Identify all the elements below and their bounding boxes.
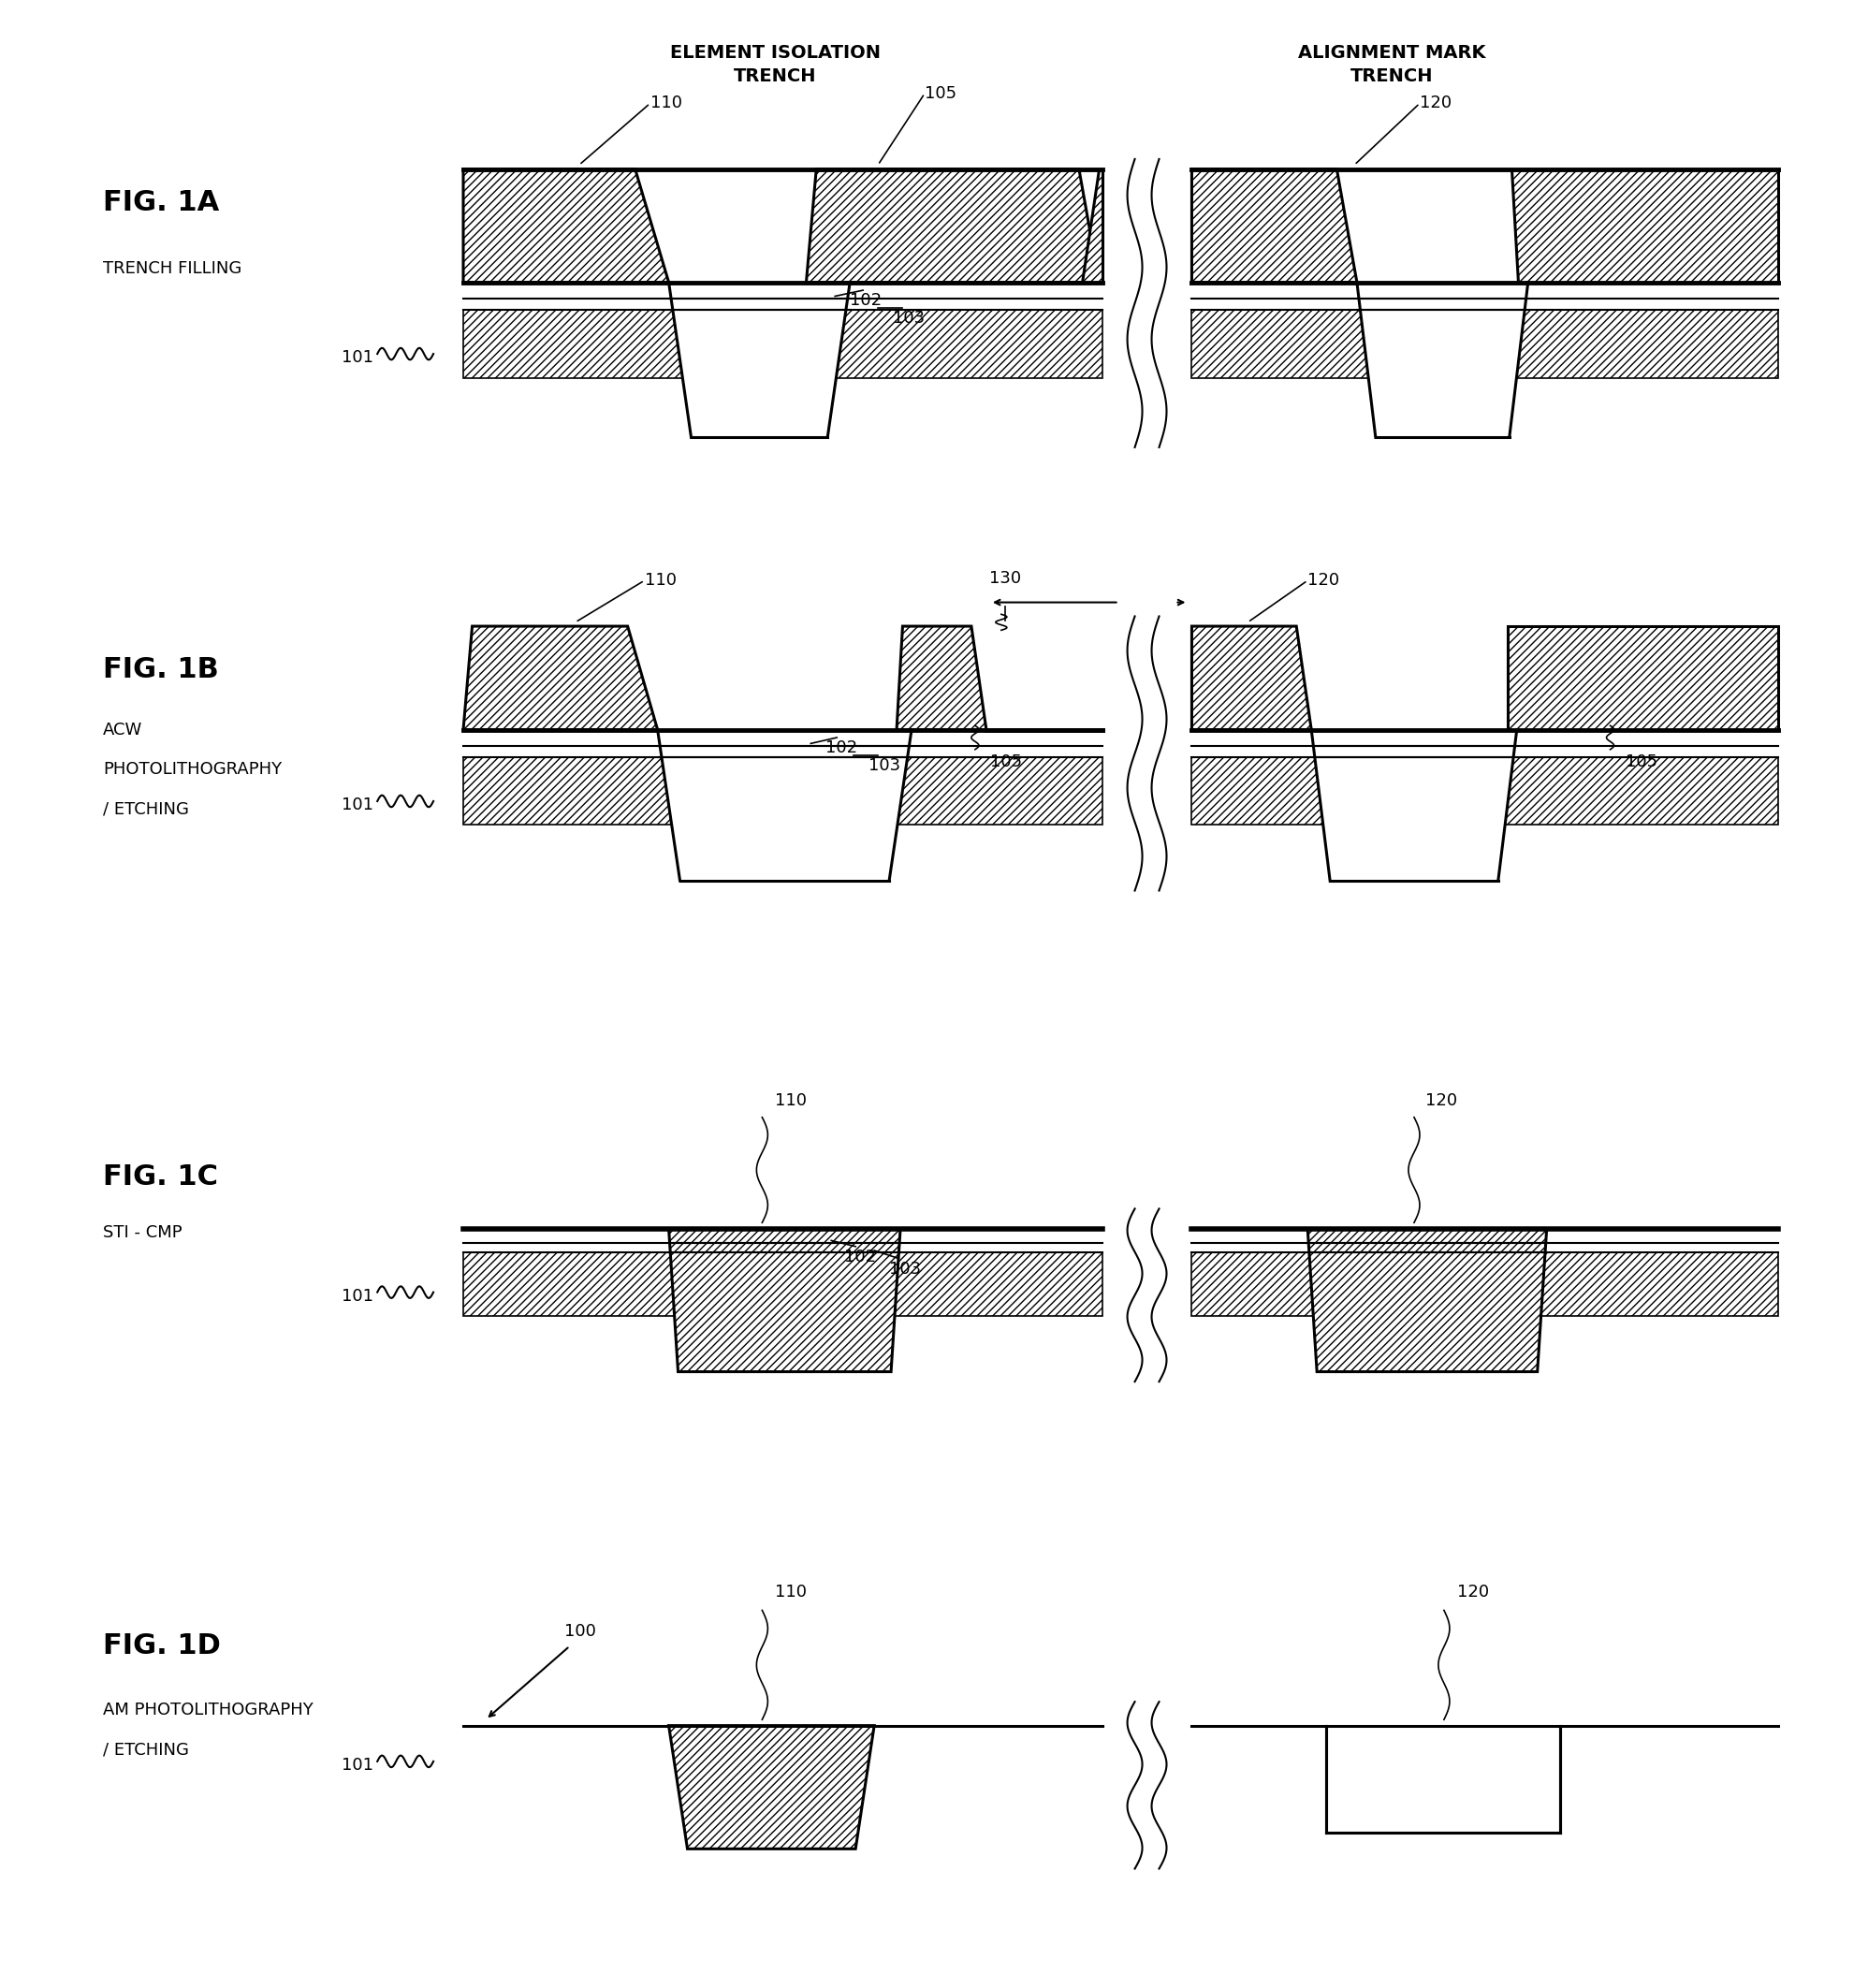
Text: 110: 110 [775,1093,807,1109]
Text: FIG. 1B: FIG. 1B [103,656,219,684]
Polygon shape [1311,730,1517,881]
Text: 105: 105 [925,85,956,101]
Polygon shape [463,626,658,730]
Text: 102: 102 [844,1248,876,1264]
Bar [1192,310,1778,378]
Text: 120: 120 [1457,1584,1489,1600]
Text: 101: 101 [342,1288,374,1304]
Text: FIG. 1A: FIG. 1A [103,189,219,217]
Polygon shape [669,282,850,437]
Text: ACW: ACW [103,722,142,738]
Text: 120: 120 [1420,95,1451,111]
Polygon shape [1192,626,1311,730]
Text: 120: 120 [1425,1093,1457,1109]
Text: TRENCH FILLING: TRENCH FILLING [103,260,241,276]
Polygon shape [1511,169,1778,282]
Text: 110: 110 [644,573,676,588]
Polygon shape [1192,169,1356,282]
Text: 103: 103 [893,310,925,326]
Polygon shape [1308,1229,1547,1372]
Polygon shape [897,626,986,730]
Polygon shape [669,1229,900,1372]
Text: / ETCHING: / ETCHING [103,801,189,817]
Polygon shape [807,169,1098,282]
Text: 101: 101 [342,797,374,813]
Text: 120: 120 [1308,573,1339,588]
Text: FIG. 1D: FIG. 1D [103,1632,220,1660]
Text: 130: 130 [988,571,1022,586]
Text: 100: 100 [564,1624,596,1640]
Bar [463,1252,1102,1316]
Text: ALIGNMENT MARK
TRENCH: ALIGNMENT MARK TRENCH [1298,44,1485,85]
Text: 102: 102 [826,740,857,755]
Polygon shape [1356,282,1528,437]
Text: 105: 105 [990,753,1022,769]
Polygon shape [1082,169,1102,282]
Polygon shape [1507,626,1778,730]
Text: AM PHOTOLITHOGRAPHY: AM PHOTOLITHOGRAPHY [103,1702,314,1718]
Text: 110: 110 [775,1584,807,1600]
Polygon shape [669,1726,874,1849]
Text: FIG. 1C: FIG. 1C [103,1163,219,1191]
Text: 102: 102 [850,292,882,308]
Text: 105: 105 [1625,753,1657,769]
Text: 101: 101 [342,350,374,366]
Text: 101: 101 [342,1757,374,1773]
Bar [1326,1726,1560,1833]
Bar [1192,757,1778,825]
Text: ELEMENT ISOLATION
TRENCH: ELEMENT ISOLATION TRENCH [671,44,880,85]
Polygon shape [658,730,912,881]
Bar [463,757,1102,825]
Bar [463,310,1102,378]
Text: 103: 103 [869,757,900,773]
Text: PHOTOLITHOGRAPHY: PHOTOLITHOGRAPHY [103,761,282,777]
Text: 110: 110 [650,95,682,111]
Text: / ETCHING: / ETCHING [103,1741,189,1757]
Polygon shape [463,169,669,282]
Bar [1192,1252,1778,1316]
Text: 103: 103 [889,1260,921,1276]
Text: STI - CMP: STI - CMP [103,1225,181,1241]
